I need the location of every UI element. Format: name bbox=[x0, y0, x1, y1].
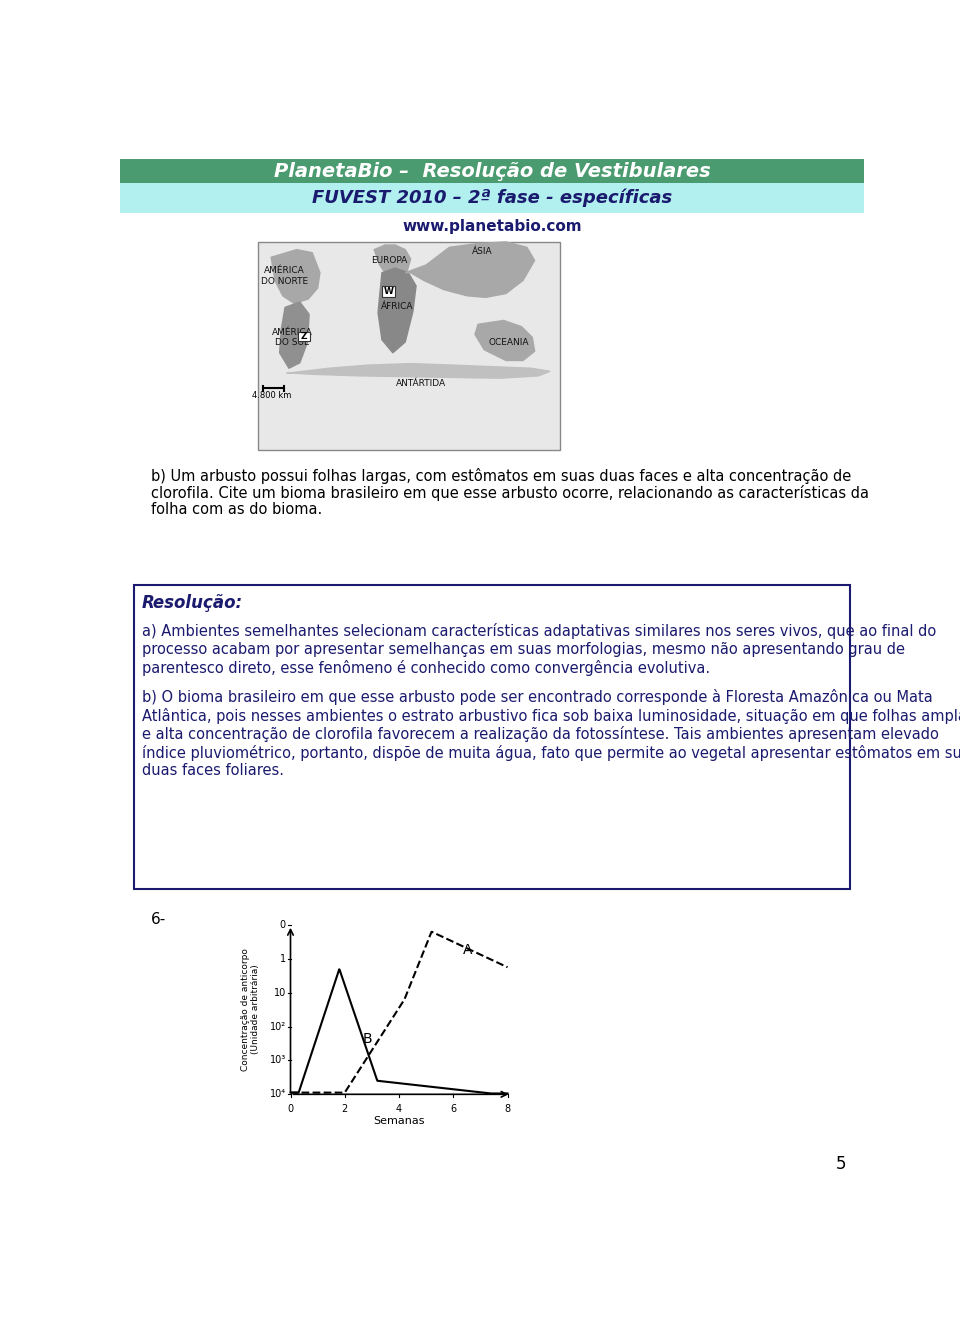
Text: 8: 8 bbox=[504, 1103, 511, 1114]
Text: 10³: 10³ bbox=[270, 1056, 286, 1065]
Text: 0: 0 bbox=[287, 1103, 294, 1114]
Text: 6: 6 bbox=[450, 1103, 456, 1114]
Bar bbox=[120, 184, 864, 213]
Text: parentesco direto, esse fenômeno é conhecido como convergência evolutiva.: parentesco direto, esse fenômeno é conhe… bbox=[142, 660, 709, 676]
Text: e alta concentração de clorofila favorecem a realização da fotossíntese. Tais am: e alta concentração de clorofila favorec… bbox=[142, 726, 939, 742]
Text: EUROPA: EUROPA bbox=[372, 255, 408, 265]
Bar bbox=[134, 585, 850, 889]
Text: AMÉRICA
DO SUL: AMÉRICA DO SUL bbox=[272, 328, 312, 347]
Polygon shape bbox=[374, 245, 411, 280]
Text: 1: 1 bbox=[279, 954, 286, 963]
Bar bbox=[299, 332, 310, 341]
Text: índice pluviométrico, portanto, dispõe de muita água, fato que permite ao vegeta: índice pluviométrico, portanto, dispõe d… bbox=[142, 745, 960, 761]
Text: 2: 2 bbox=[342, 1103, 348, 1114]
Text: W: W bbox=[384, 287, 394, 296]
Text: clorofila. Cite um bioma brasileiro em que esse arbusto ocorre, relacionando as : clorofila. Cite um bioma brasileiro em q… bbox=[151, 486, 869, 501]
Text: A: A bbox=[463, 943, 472, 958]
Text: Resolução:: Resolução: bbox=[142, 594, 243, 611]
Polygon shape bbox=[287, 364, 550, 378]
Text: 4: 4 bbox=[396, 1103, 402, 1114]
Text: 5: 5 bbox=[835, 1155, 846, 1172]
Polygon shape bbox=[279, 302, 309, 368]
Polygon shape bbox=[475, 320, 535, 360]
Text: www.planetabio.com: www.planetabio.com bbox=[402, 220, 582, 234]
Text: 6-: 6- bbox=[151, 912, 166, 927]
Bar bbox=[258, 242, 561, 450]
Polygon shape bbox=[271, 250, 320, 303]
Text: b) O bioma brasileiro em que esse arbusto pode ser encontrado corresponde à Flor: b) O bioma brasileiro em que esse arbust… bbox=[142, 689, 932, 705]
Text: b) Um arbusto possui folhas largas, com estômatos em suas duas faces e alta conc: b) Um arbusto possui folhas largas, com … bbox=[151, 468, 852, 484]
Polygon shape bbox=[405, 242, 535, 298]
Text: a) Ambientes semelhantes selecionam características adaptativas similares nos se: a) Ambientes semelhantes selecionam cara… bbox=[142, 623, 936, 639]
Text: 10⁴: 10⁴ bbox=[270, 1089, 286, 1099]
Bar bbox=[382, 286, 396, 296]
Text: folha com as do bioma.: folha com as do bioma. bbox=[151, 503, 323, 517]
Text: FUVEST 2010 – 2ª fase - específicas: FUVEST 2010 – 2ª fase - específicas bbox=[312, 189, 672, 208]
Text: ANTÁRTIDA: ANTÁRTIDA bbox=[396, 380, 445, 388]
Text: PlanetaBio –  Resolução de Vestibulares: PlanetaBio – Resolução de Vestibulares bbox=[274, 161, 710, 180]
Text: Concentração de anticorpo
(Unidade arbitrária): Concentração de anticorpo (Unidade arbit… bbox=[241, 949, 260, 1072]
Text: ÁSIA: ÁSIA bbox=[472, 246, 493, 255]
Text: duas faces foliares.: duas faces foliares. bbox=[142, 763, 284, 778]
Text: B: B bbox=[362, 1032, 372, 1046]
Text: ÁFRICA: ÁFRICA bbox=[381, 302, 414, 311]
Text: Atlântica, pois nesses ambientes o estrato arbustivo fica sob baixa luminosidade: Atlântica, pois nesses ambientes o estra… bbox=[142, 708, 960, 724]
Text: 4.800 km: 4.800 km bbox=[252, 392, 292, 401]
Text: Z: Z bbox=[300, 332, 307, 341]
Text: AMÉRICA
DO NORTE: AMÉRICA DO NORTE bbox=[261, 266, 308, 286]
Text: Semanas: Semanas bbox=[373, 1115, 424, 1126]
Bar bbox=[120, 159, 864, 184]
Polygon shape bbox=[378, 269, 416, 353]
Text: 10: 10 bbox=[274, 988, 286, 998]
Text: processo acabam por apresentar semelhanças em suas morfologias, mesmo não aprese: processo acabam por apresentar semelhanç… bbox=[142, 642, 904, 656]
Text: OCEANIA: OCEANIA bbox=[489, 337, 529, 347]
Text: 10²: 10² bbox=[270, 1021, 286, 1032]
Text: 0: 0 bbox=[279, 919, 286, 930]
